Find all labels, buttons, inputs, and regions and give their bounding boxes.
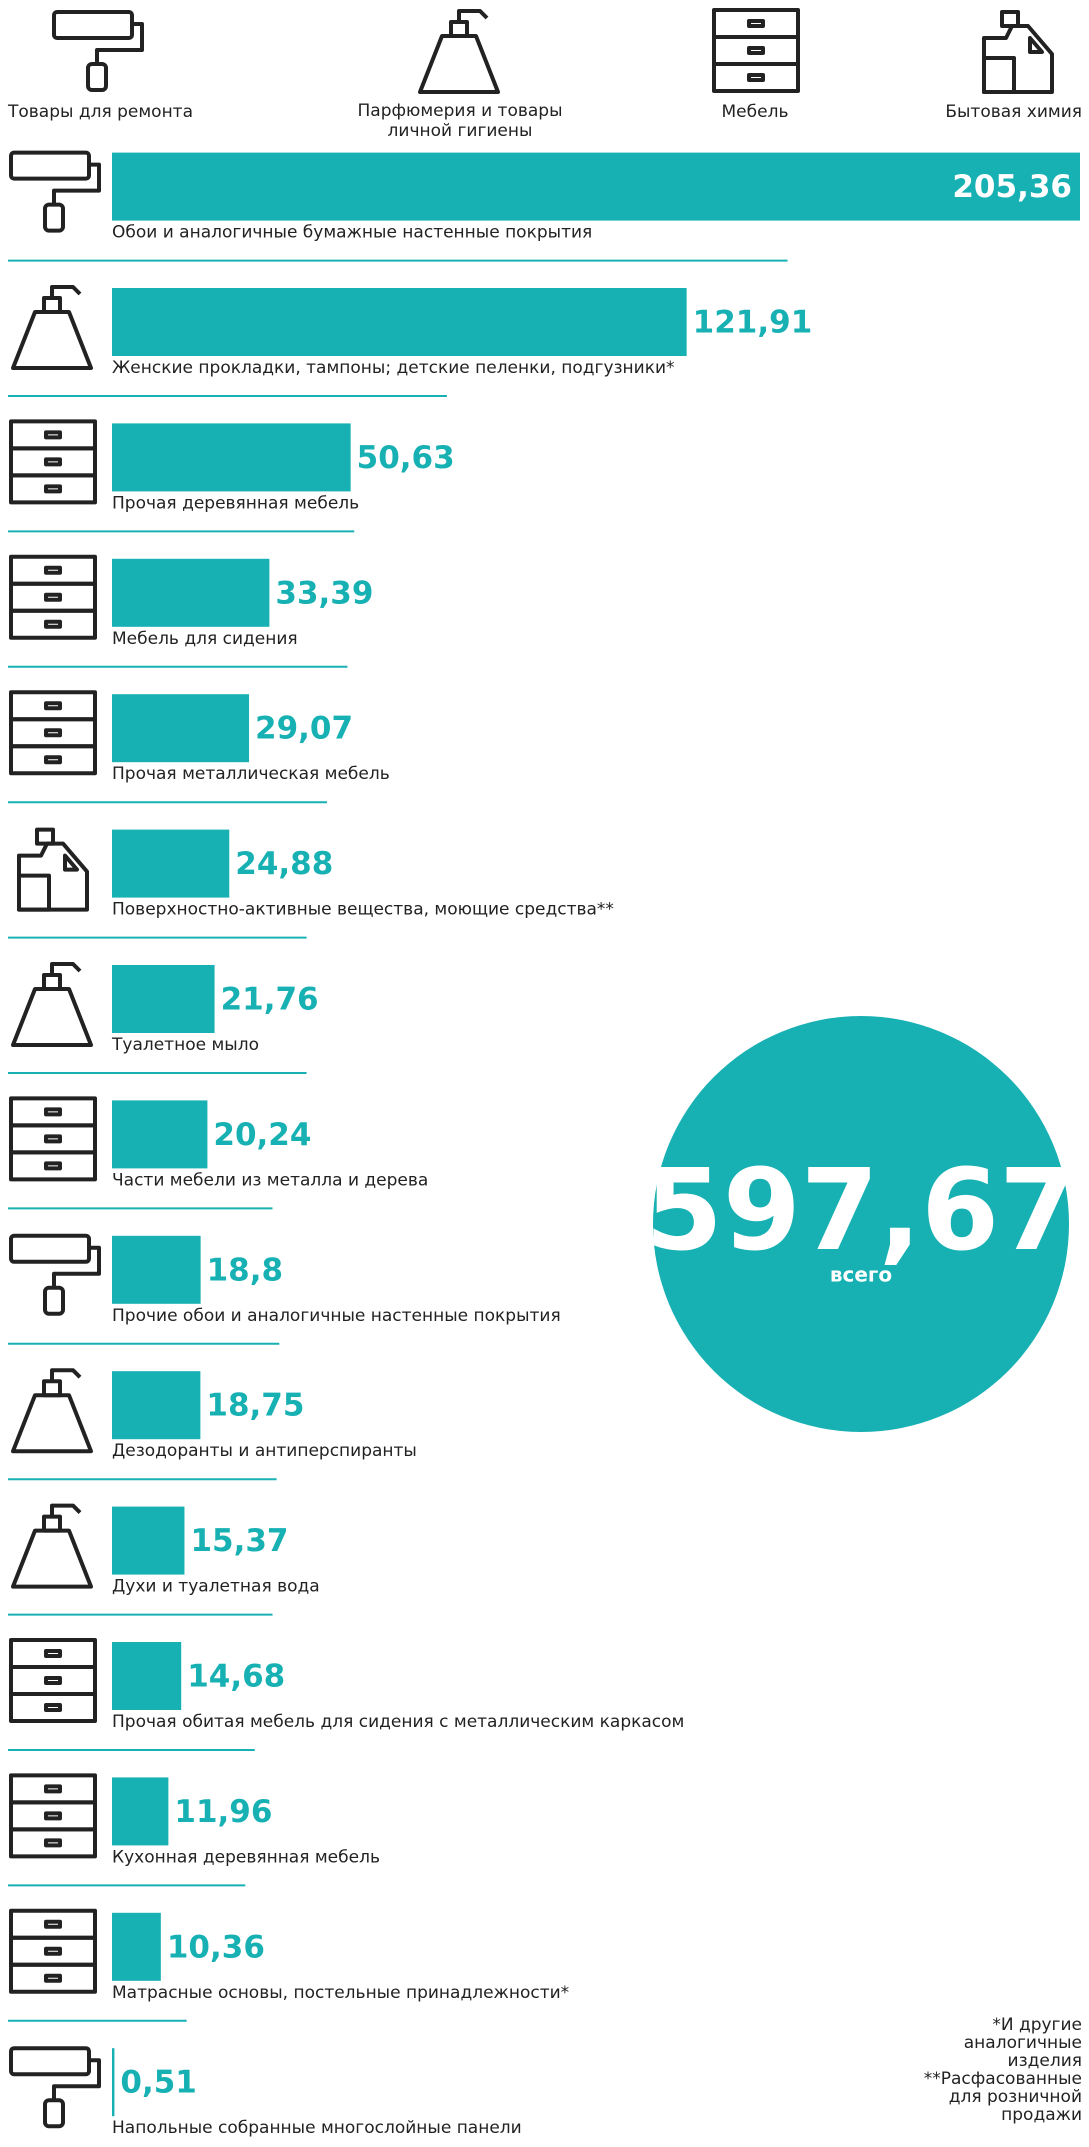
total-circle [653,1016,1069,1432]
note: **Расфасованные для розничной продажи [923,2069,1082,2125]
legend-label: Мебель [722,102,789,122]
value-label: 10,36 [167,1929,265,1965]
legend-label: Бытовая химия [945,102,1082,122]
icon [9,1233,101,1316]
category-label: Мебель для сидения [112,629,298,649]
bar [112,558,270,627]
category-label: Духи и туалетная вода [112,1577,320,1597]
note: *И другие аналогичные изделия [963,2015,1082,2071]
icon [9,1773,97,1859]
legend-label: Парфюмерия и товары личной гигиены [357,101,563,141]
total-caption: всего [830,1263,892,1287]
category-label: Кухонная деревянная мебель [112,1847,380,1867]
icon [418,9,500,94]
category-label: Матрасные основы, постельные принадлежно… [112,1983,569,2003]
icon [11,962,93,1047]
bar [112,829,230,898]
icon [982,10,1054,94]
bar [112,694,250,763]
value-label: 18,75 [206,1388,304,1424]
icon [52,10,144,92]
value-label: 29,07 [255,711,353,747]
category-label: Обои и аналогичные бумажные настенные по… [112,223,592,243]
bar [112,423,351,492]
icon [9,1908,97,1994]
value-label: 205,36 [952,169,1072,205]
icon [11,1368,93,1454]
bar [112,288,687,356]
icon [712,8,800,93]
category-label: Прочие обои и аналогичные настенные покр… [112,1306,561,1326]
icon [17,827,89,912]
legend-label: Товары для ремонта [7,102,193,122]
value-label: 0,51 [120,2065,197,2101]
value-label: 18,8 [207,1252,284,1288]
bar [112,1235,201,1304]
total-value: 597,67 [645,1146,1077,1276]
icon [9,1638,97,1723]
category-label: Напольные собранные многослойные панели [112,2118,522,2138]
category-label: Туалетное мыло [111,1035,259,1055]
bar [112,1100,208,1169]
value-label: 14,68 [187,1659,285,1695]
category-label: Женские прокладки, тампоны; детские пеле… [112,358,675,378]
value-label: 21,76 [221,982,319,1018]
value-label: 11,96 [174,1794,272,1830]
value-label: 20,24 [213,1117,311,1153]
category-label: Поверхностно-активные вещества, моющие с… [112,900,614,920]
bar [112,965,215,1033]
bar [112,152,1080,221]
category-label: Прочая деревянная мебель [112,493,359,513]
bar [112,1912,161,1981]
value-label: 121,91 [693,305,813,341]
bar [112,1777,169,1846]
category-label: Прочая обитая мебель для сидения с метал… [112,1712,684,1732]
category-label: Части мебели из металла и дерева [112,1170,428,1190]
bar [112,2048,115,2117]
icon [11,1503,93,1589]
value-label: 33,39 [275,575,373,611]
notes: *И другие аналогичные изделия **Расфасов… [907,2016,1082,2124]
icon [9,690,97,776]
bar [112,1642,182,1710]
value-label: 24,88 [235,846,333,882]
icon [9,150,101,233]
value-label: 50,63 [357,440,455,476]
value-label: 15,37 [190,1523,288,1559]
bar [112,1371,201,1440]
icon [9,1096,97,1182]
icon [11,285,93,370]
icon [9,2046,101,2129]
bar [112,1506,185,1575]
icon [9,419,97,505]
category-label: Прочая металлическая мебель [112,764,390,784]
category-label: Дезодоранты и антиперспиранты [112,1441,417,1461]
icon [9,554,97,640]
